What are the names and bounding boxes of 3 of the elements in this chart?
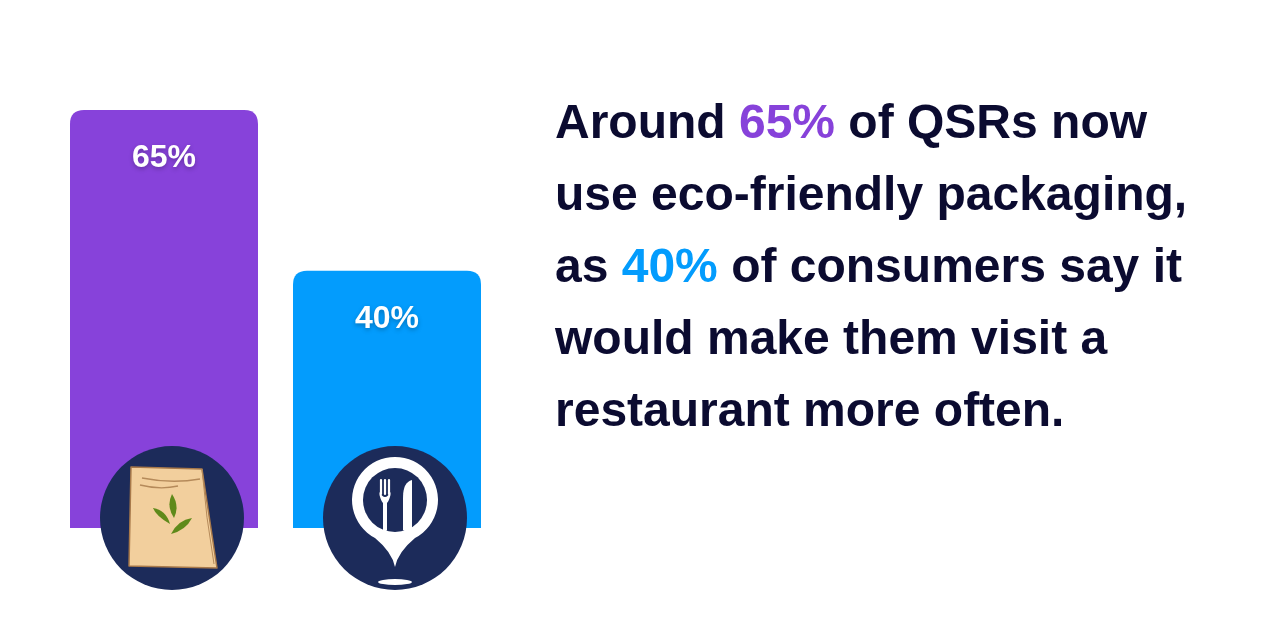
data-label: 40%	[354, 298, 420, 335]
chart-title: Around 65% of QSRs now use eco-friendly packaging, as 40% of consumers say it would make them visit a restaurant more often.	[555, 95, 1188, 436]
data-label: 65%	[131, 138, 197, 174]
